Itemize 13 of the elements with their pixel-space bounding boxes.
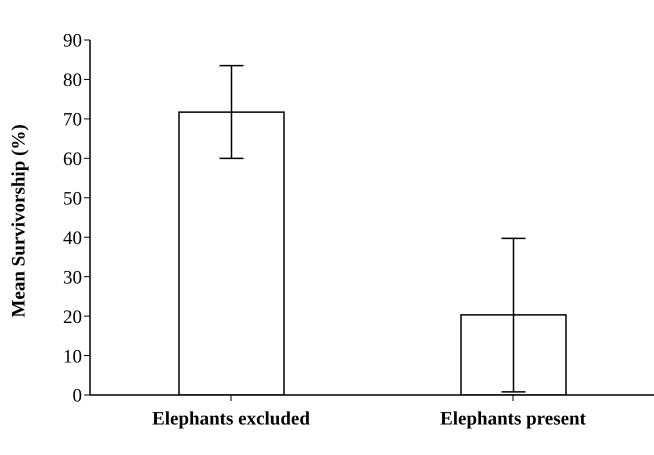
y-tick-label: 70 [63, 110, 82, 131]
y-axis-title: Mean Survivorship (%) [8, 124, 30, 318]
x-tick-label: Elephants present [440, 408, 587, 430]
y-tick-label: 30 [63, 267, 82, 288]
y-tick-label: 10 [63, 346, 82, 368]
y-tick-label: 90 [63, 30, 82, 52]
y-tick-label: 60 [63, 149, 82, 170]
y-tick-label: 0 [72, 386, 82, 407]
y-tick-label: 80 [63, 70, 82, 92]
y-tick-label: 20 [63, 306, 82, 328]
y-tick-label: 40 [63, 228, 82, 249]
x-tick-label: Elephants excluded [152, 408, 310, 430]
y-tick-label: 50 [63, 188, 82, 210]
